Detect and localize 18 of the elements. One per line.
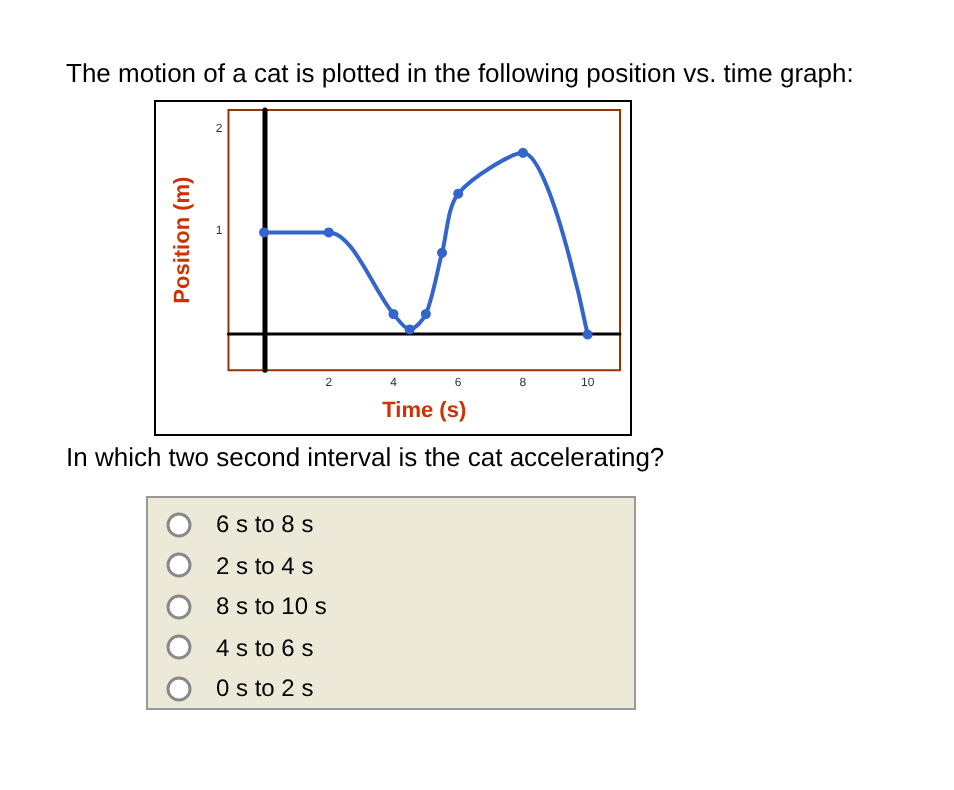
point xyxy=(404,324,415,335)
text: 0 s to 2 s xyxy=(216,674,314,702)
text: 2 s to 4 s xyxy=(216,551,314,579)
y-axis-title: Position (m) xyxy=(171,175,195,304)
point xyxy=(259,227,270,238)
point xyxy=(437,247,448,258)
point xyxy=(453,188,464,199)
point xyxy=(388,309,399,320)
text: In which two second interval is the cat accelerating? xyxy=(66,442,665,472)
point xyxy=(517,147,528,158)
point xyxy=(420,309,431,320)
chart-title: The motion of a cat is plotted in the following position vs. time graph: xyxy=(66,58,854,88)
text: 8 s to 10 s xyxy=(216,592,327,620)
text: 6 s to 8 s xyxy=(216,510,314,538)
text: 4 s to 6 s xyxy=(216,633,314,661)
point xyxy=(323,227,334,238)
x-axis-title: Time (s) xyxy=(382,399,467,423)
point xyxy=(582,329,593,340)
